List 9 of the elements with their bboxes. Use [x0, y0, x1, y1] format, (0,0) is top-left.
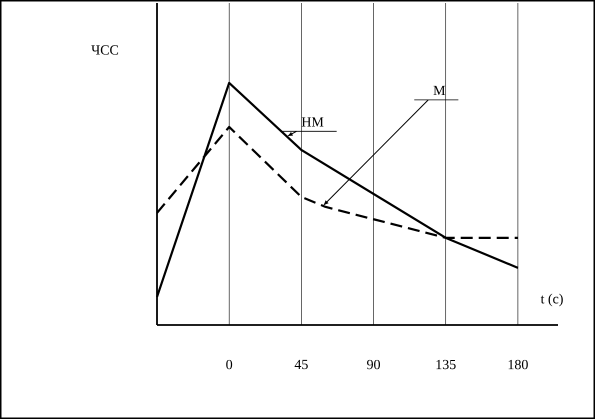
- x-tick-label: 0: [226, 360, 232, 370]
- x-tick-label: 180: [508, 360, 528, 370]
- x-tick-label: 135: [436, 360, 456, 370]
- y-axis-title: ЧСС: [91, 45, 118, 55]
- x-axis-title: t (c): [540, 294, 563, 306]
- series-label: НМ: [302, 117, 324, 126]
- x-tick-label: 45: [294, 360, 308, 370]
- x-tick-label: 90: [367, 360, 380, 370]
- text: М: [434, 86, 446, 95]
